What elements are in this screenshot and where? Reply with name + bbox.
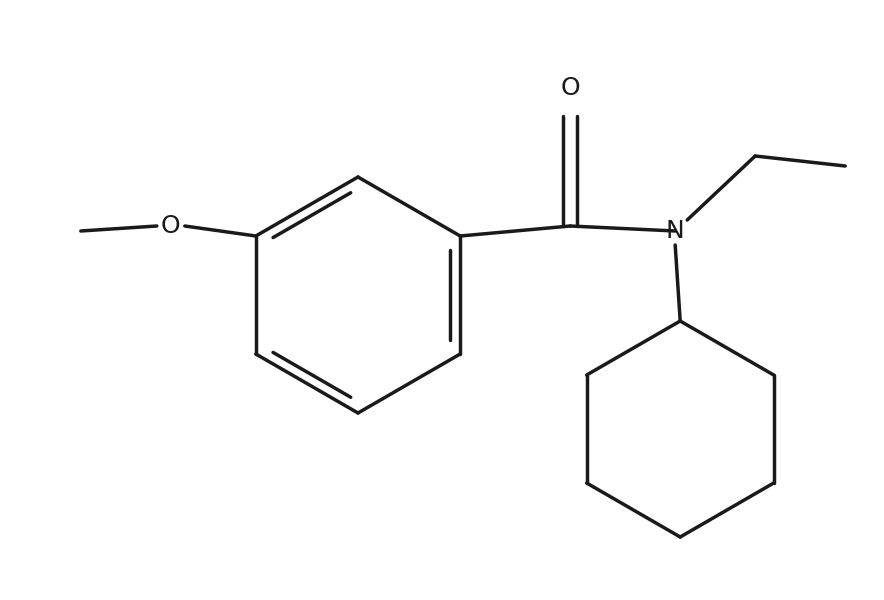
Text: O: O — [161, 214, 180, 238]
Text: N: N — [666, 219, 684, 243]
Text: O: O — [560, 76, 580, 100]
